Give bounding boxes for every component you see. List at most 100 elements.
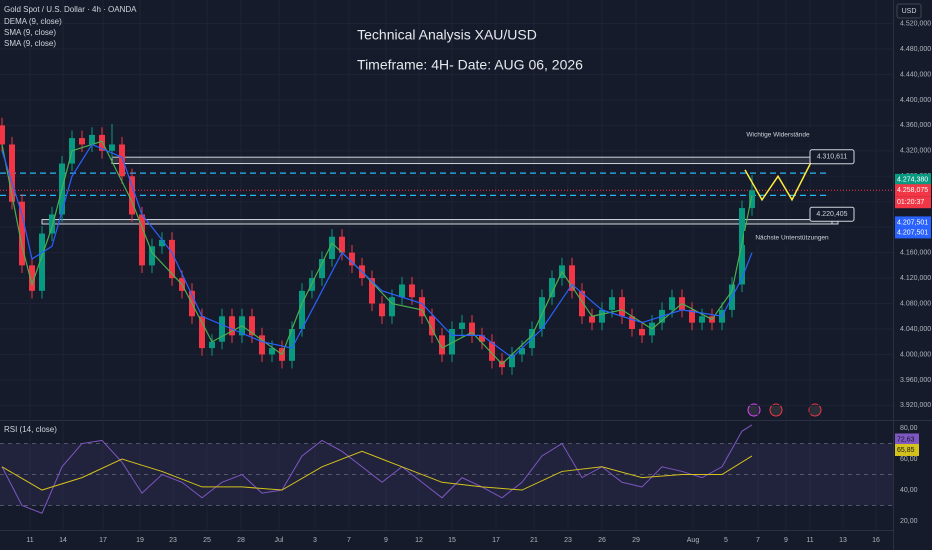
annotation-label: 4.310,611: [817, 154, 848, 161]
y-tick-label: 4.320,000: [900, 148, 931, 155]
y-tick-label: 4.040,000: [900, 326, 931, 333]
y-tick-label: 4.120,000: [900, 275, 931, 282]
candle-body: [489, 341, 495, 361]
candle-body: [479, 335, 485, 342]
candle-body: [159, 239, 165, 247]
x-tick-label: 7: [756, 537, 760, 544]
x-tick-label: 16: [872, 537, 880, 544]
y-tick-label: 4.520,000: [900, 20, 931, 27]
candle-body: [19, 201, 25, 266]
x-tick-label: 15: [448, 537, 456, 544]
candle-body: [699, 316, 705, 323]
y-tick-label: 3.960,000: [900, 377, 931, 384]
rsi-label-box: [895, 433, 919, 446]
y-tick-label: 4.000,000: [900, 351, 931, 358]
candle-body: [619, 297, 625, 317]
candle-body: [589, 316, 595, 323]
rsi-label-box: [895, 443, 919, 456]
candle-body: [339, 236, 345, 253]
candle-body: [449, 329, 455, 355]
x-tick-label: 7: [347, 537, 351, 544]
currency-box: [896, 3, 922, 19]
candle-body: [669, 297, 675, 310]
x-tick-label: 26: [598, 537, 606, 544]
annotation-text: Wichtige Widerstände: [746, 132, 810, 139]
candle-body: [689, 309, 695, 323]
candle-body: [199, 316, 205, 349]
event-icon[interactable]: [747, 403, 761, 417]
x-tick-label: 14: [59, 537, 67, 544]
x-tick-label: 29: [632, 537, 640, 544]
y-tick-label: 60,00: [900, 456, 918, 463]
y-tick-label: 4.400,000: [900, 97, 931, 104]
price-label-box: [895, 184, 931, 197]
y-tick-label: 4.360,000: [900, 122, 931, 129]
indicator-line: [1, 424, 753, 514]
y-tick-label: 4.480,000: [900, 46, 931, 53]
event-icon[interactable]: [769, 403, 783, 417]
candle-body: [599, 309, 605, 323]
x-tick-label: 9: [384, 537, 388, 544]
candle-body: [369, 278, 375, 304]
candle-body: [549, 278, 555, 298]
candle-body: [0, 125, 5, 145]
candle-body: [399, 284, 405, 298]
candle-body: [639, 329, 645, 336]
x-tick-label: 23: [564, 537, 572, 544]
x-tick-label: 19: [136, 537, 144, 544]
price-label: 4.207,501: [897, 229, 928, 236]
x-tick-label: 17: [99, 537, 107, 544]
legend-entry: SMA (9, close): [4, 39, 56, 48]
y-tick-label: 40,00: [900, 487, 918, 494]
x-tick-label: 5: [724, 537, 728, 544]
indicator-line: [1, 450, 753, 491]
candle-body: [739, 208, 745, 285]
candle-body: [99, 134, 105, 151]
x-tick-label: Jul: [275, 537, 284, 544]
annotation-box: [730, 127, 826, 142]
candle-body: [89, 134, 95, 145]
candle-body: [229, 316, 235, 336]
rsi-band-fill: [0, 443, 893, 506]
annotation-label-box: [809, 206, 855, 222]
candle-body: [149, 246, 155, 266]
annotation-label: 4.220,405: [816, 211, 847, 218]
x-tick-label: 3: [313, 537, 317, 544]
candle-body: [389, 297, 395, 317]
price-label-box: [895, 173, 931, 186]
candle-body: [459, 322, 465, 329]
price-zone: [111, 156, 839, 165]
candle-body: [299, 290, 305, 329]
annotation-box: [744, 231, 840, 245]
price-label: 4.207,501: [897, 219, 928, 226]
event-icon[interactable]: [808, 403, 822, 417]
y-tick-label: 4.440,000: [900, 71, 931, 78]
candle-body: [109, 144, 115, 151]
legend-entry: DEMA (9, close): [4, 17, 62, 26]
price-label-box: [895, 226, 931, 239]
rsi-label: 72,63: [897, 436, 915, 443]
y-tick-label: 80,00: [900, 425, 918, 432]
indicator-line: [1, 143, 753, 359]
symbol: Gold Spot / U.S. Dollar · 4h · OANDA: [4, 5, 137, 14]
chart-subtitle: Timeframe: 4H- Date: AUG 06, 2026: [357, 57, 583, 73]
legend-entry: SMA (9, close): [4, 28, 56, 37]
candle-body: [419, 297, 425, 317]
x-tick-label: Aug: [687, 537, 700, 544]
candle-body: [469, 322, 475, 336]
candle-body: [569, 265, 575, 291]
candle-body: [329, 236, 335, 259]
candle-body: [429, 316, 435, 336]
x-tick-label: 17: [492, 537, 500, 544]
price-zone: [41, 219, 839, 225]
candle-body: [129, 176, 135, 215]
candle-body: [119, 144, 125, 177]
candle-body: [169, 239, 175, 279]
y-tick-label: 4.160,000: [900, 249, 931, 256]
candle-body: [49, 214, 55, 234]
x-tick-label: 25: [203, 537, 211, 544]
candle-body: [209, 341, 215, 349]
countdown-box: [895, 196, 931, 209]
